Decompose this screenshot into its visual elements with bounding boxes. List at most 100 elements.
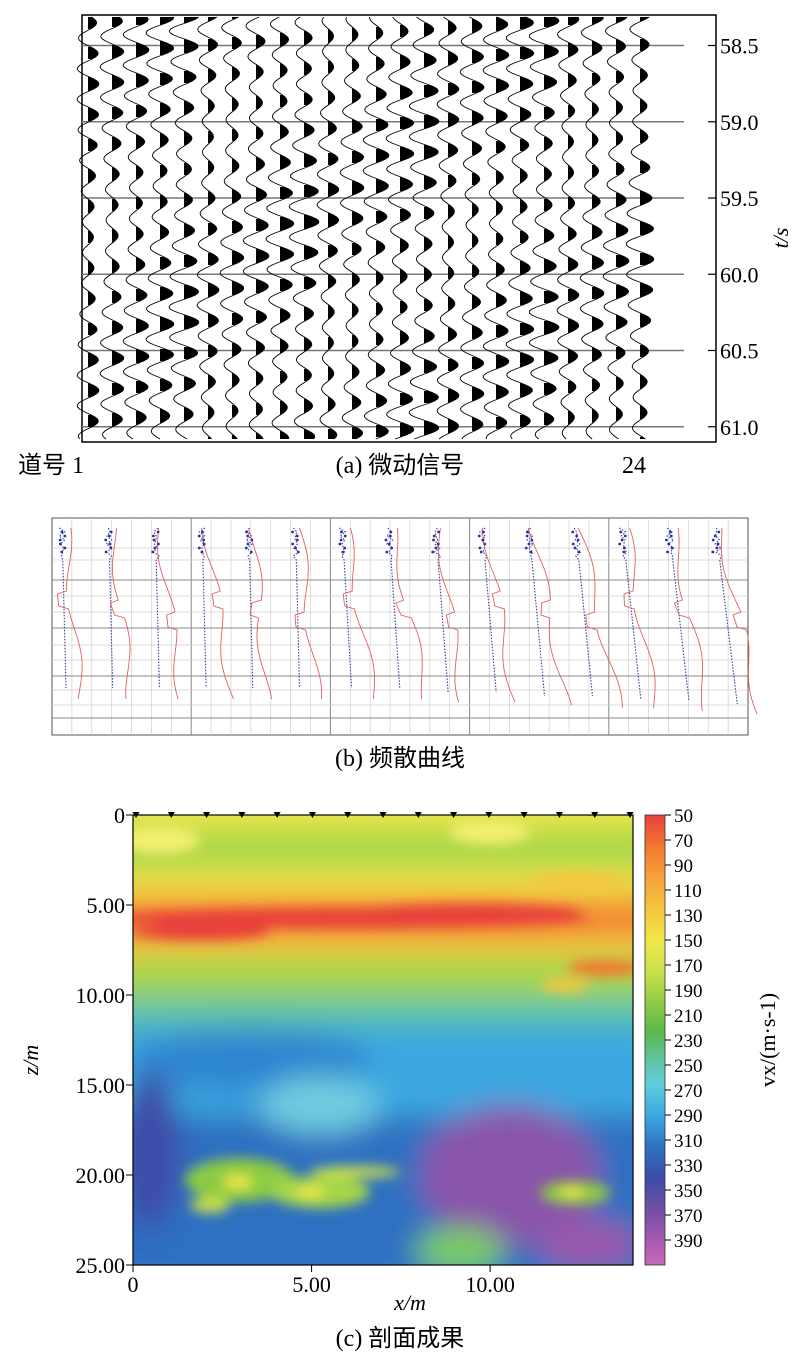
receiver-marker xyxy=(238,812,246,818)
receiver-marker xyxy=(203,812,211,818)
blue-point xyxy=(151,550,155,554)
blue-point xyxy=(623,546,626,550)
receiver-marker xyxy=(626,812,634,818)
blue-point xyxy=(246,542,250,546)
trace-fill xyxy=(448,83,459,95)
blue-point xyxy=(291,542,294,546)
trace-fill xyxy=(448,267,454,279)
receiver-marker xyxy=(555,812,563,818)
blue-point xyxy=(571,530,575,534)
red-curve xyxy=(201,527,234,700)
blue-point xyxy=(576,538,580,542)
y-tick-label: 5.00 xyxy=(87,893,126,918)
blue-curve xyxy=(478,527,497,693)
figure-a-caption: (a) 微动信号 xyxy=(336,452,465,479)
blue-point xyxy=(202,542,206,546)
blue-point xyxy=(717,530,721,534)
blue-point xyxy=(477,534,481,538)
trace-fill xyxy=(112,291,122,303)
blue-point xyxy=(384,538,388,542)
trace-fill xyxy=(256,187,267,201)
blue-point xyxy=(527,542,531,546)
blue-curve xyxy=(666,527,690,701)
colorbar-tick-label: 230 xyxy=(674,1031,703,1052)
figure-a-trace-start-label: 道号 1 xyxy=(18,452,84,479)
blue-point xyxy=(343,546,347,550)
colorbar-tick-label: 90 xyxy=(674,856,693,877)
colorbar-tick-label: 190 xyxy=(674,981,703,1002)
trace xyxy=(528,16,560,440)
figure-a-trace-end-label: 24 xyxy=(622,453,646,479)
blue-point xyxy=(197,534,201,538)
y-tick-label: 25.00 xyxy=(76,1253,126,1278)
x-tick-label: 10.00 xyxy=(465,1272,515,1297)
receiver-marker xyxy=(414,812,422,818)
trace-fill xyxy=(376,241,385,255)
blue-point xyxy=(202,538,206,542)
blue-point xyxy=(577,550,581,554)
trace-line xyxy=(362,16,390,440)
trace xyxy=(556,16,580,440)
figure-c-y-axis-label: z/m xyxy=(18,1045,43,1077)
receiver-marker xyxy=(379,812,387,818)
figure-c-x-ticks: 0 5.00 10.00 xyxy=(128,1265,515,1297)
trace-fill xyxy=(640,345,649,357)
trace-fill xyxy=(424,359,437,373)
blue-curve xyxy=(573,527,594,697)
red-curve xyxy=(437,527,459,703)
blue-point xyxy=(152,538,156,542)
trace-fill xyxy=(400,209,411,221)
trace-fill xyxy=(136,17,149,25)
trace-fill xyxy=(640,39,650,51)
trace-fill xyxy=(88,139,98,151)
trace-fill xyxy=(448,359,459,371)
trace-fill xyxy=(184,347,198,359)
time-tick-label: 59.5 xyxy=(720,186,759,211)
figure-b-caption: (b) 频散曲线 xyxy=(335,745,465,772)
trace xyxy=(339,16,365,440)
trace-fill xyxy=(184,17,199,23)
blue-point xyxy=(58,542,62,546)
trace-fill xyxy=(496,233,503,245)
trace xyxy=(385,16,415,440)
trace-fill xyxy=(304,185,319,197)
trace-fill xyxy=(88,17,97,29)
colorbar-tick-label: 50 xyxy=(674,806,693,827)
blue-point xyxy=(385,550,389,554)
trace-fill xyxy=(376,27,383,39)
colorbar-tick-label: 210 xyxy=(674,1006,703,1027)
trace xyxy=(436,16,460,440)
trace-fill xyxy=(280,95,288,107)
y-tick-label: 20.00 xyxy=(76,1163,126,1188)
trace-fill xyxy=(376,393,387,407)
trace xyxy=(459,16,485,440)
blue-point xyxy=(436,542,440,546)
trace-fill xyxy=(472,49,484,63)
dispersion-panel xyxy=(104,527,131,700)
colorbar-tick-label: 390 xyxy=(674,1231,703,1252)
trace-fill xyxy=(376,119,389,131)
trace xyxy=(265,16,295,440)
figure-c-receiver-markers xyxy=(132,812,634,818)
receiver-marker xyxy=(308,812,316,818)
trace-line xyxy=(436,16,460,440)
dispersion-panel xyxy=(477,527,516,703)
trace xyxy=(76,16,100,440)
blue-point xyxy=(295,534,299,538)
colorbar-tick-label: 330 xyxy=(674,1156,703,1177)
blue-point xyxy=(341,550,345,554)
trace xyxy=(168,16,200,440)
dispersion-panel xyxy=(197,527,234,700)
trace-line xyxy=(482,16,510,440)
blue-point xyxy=(245,530,248,534)
blue-point xyxy=(525,534,529,538)
figure-b-grid xyxy=(52,518,748,735)
trace-fill xyxy=(232,313,243,325)
blue-point xyxy=(530,538,534,542)
blue-point xyxy=(249,550,253,554)
trace-fill xyxy=(160,165,168,177)
red-curve xyxy=(482,528,516,703)
figure-b: (b) 频散曲线 xyxy=(51,517,758,772)
blue-point xyxy=(246,534,250,538)
blue-point xyxy=(104,538,108,542)
